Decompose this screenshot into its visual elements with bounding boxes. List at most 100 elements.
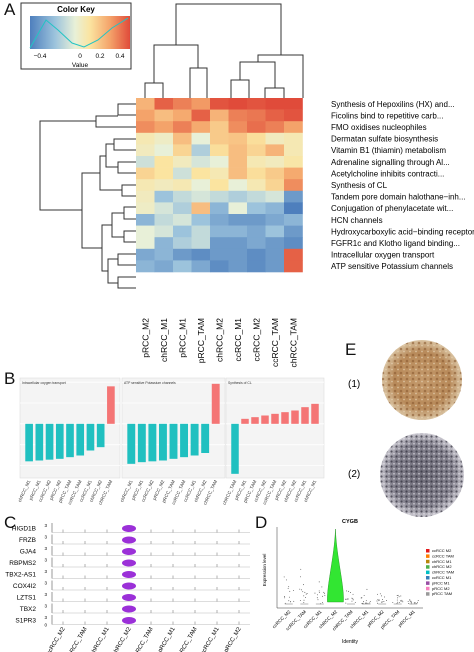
cygb-point: [287, 587, 289, 589]
heatmap-cell: [154, 109, 174, 122]
bar-chart-atp-potassium: ATP sensitive Potassium channelschRCC_M1…: [119, 377, 226, 506]
heatmap-cell: [136, 121, 155, 134]
heatmap-cell: [247, 121, 266, 134]
violin-ytick: 3: [44, 604, 47, 609]
cygb-point: [407, 600, 409, 602]
heatmap-cell: [173, 202, 192, 215]
heatmap-cell: [284, 190, 303, 203]
cygb-point: [352, 599, 354, 601]
bar: [281, 412, 289, 424]
heatmap-cell: [247, 248, 266, 261]
heatmap-column-label: chRCC_TAM: [288, 318, 298, 367]
cygb-point: [345, 598, 347, 600]
cygb-point: [284, 596, 286, 597]
heatmap-cell: [136, 237, 155, 250]
cygb-point: [369, 600, 371, 602]
bar: [45, 423, 54, 460]
cygb-point: [300, 576, 302, 578]
heatmap-cell: [136, 167, 155, 180]
heatmap-cell: [191, 214, 211, 226]
heatmap-cell: [154, 214, 174, 226]
violin-gene-label: FRZB: [19, 537, 36, 544]
heatmap-cell: [136, 144, 155, 157]
heatmap-cell: [210, 202, 229, 215]
violin-shape: [122, 536, 136, 544]
cygb-point: [381, 601, 383, 603]
cygb-legend-label: chRCC TAM: [432, 570, 454, 575]
heatmap-cell: [154, 225, 174, 238]
bar: [86, 423, 95, 451]
cygb-point: [396, 595, 398, 596]
heatmap-cell: [191, 167, 211, 180]
cygb-point: [323, 591, 325, 593]
cygb-legend-swatch: [426, 581, 430, 585]
heatmap-cell: [173, 214, 192, 226]
cygb-point: [305, 597, 306, 599]
violin-gene-label: LZTS1: [16, 595, 36, 602]
cygb-point: [361, 603, 363, 605]
heatmap-cell: [210, 132, 229, 145]
heatmap-row-label: Acetylcholine inhibits contracti...: [331, 169, 444, 178]
bar: [231, 423, 239, 474]
bar-chart-title: Synthesis of CL: [228, 381, 252, 385]
heatmap-cell: [247, 190, 266, 203]
violin-group-label: chRCC_M1: [90, 626, 111, 652]
violin-shape: [122, 617, 136, 624]
bar: [158, 423, 167, 461]
heatmap-cell: [136, 214, 155, 226]
cygb-point: [289, 590, 291, 592]
cygb-point: [303, 602, 305, 604]
cygb-point: [350, 592, 351, 593]
heatmap-row-label: Intracellular oxygen transport: [331, 251, 435, 260]
cygb-legend-label: ccRCC M1: [432, 575, 452, 580]
heatmap-cell: [265, 121, 285, 134]
heatmap-cell: [191, 98, 211, 110]
cygb-point: [401, 600, 403, 602]
color-key-tick-2: 0.2: [95, 53, 104, 60]
heatmap-cell: [247, 167, 266, 180]
heatmap-cell: [154, 179, 174, 192]
violin-ytick: 3: [44, 546, 47, 551]
cygb-point: [305, 593, 307, 595]
heatmap-cell: [228, 214, 248, 226]
cygb-point: [352, 598, 354, 600]
cygb-title: CYGB: [342, 519, 358, 525]
violin-ytick: 3: [44, 581, 47, 586]
cygb-point: [299, 599, 301, 601]
bar: [211, 383, 220, 424]
bar: [201, 423, 210, 453]
violin-group-label: pRCC_TAM: [178, 627, 199, 652]
panel-label-e: E: [345, 340, 357, 359]
cygb-point: [378, 600, 380, 602]
heatmap-cell: [210, 214, 229, 226]
ihc-images: (1) (2): [348, 340, 464, 517]
cygb-point: [348, 590, 349, 592]
panel-label-d: D: [255, 513, 268, 532]
panel-label-b: B: [4, 369, 16, 388]
cygb-point: [351, 600, 353, 602]
violin-ytick-zero: 0: [44, 623, 47, 628]
color-key-tick-3: 0.4: [115, 53, 124, 60]
cygb-legend-label: pRCC M1: [432, 580, 450, 585]
cygb-point: [383, 601, 385, 602]
heatmap-cell: [154, 144, 174, 157]
cygb-point: [392, 602, 394, 603]
cygb-point: [299, 588, 301, 590]
heatmap-cell: [265, 225, 285, 238]
heatmap-figure: Color Key −0.4 0 0.2 0.4 Value: [20, 2, 474, 367]
heatmap-cell: [173, 156, 192, 168]
cygb-point: [290, 601, 292, 603]
color-key-density-line: [29, 17, 129, 49]
heatmap-cell: [154, 156, 174, 168]
cygb-legend-label: chRCC M2: [432, 564, 452, 569]
heatmap-column-label: chRCC_M2: [214, 318, 224, 362]
heatmap-row-label: Hydroxycarboxylic acid−binding receptors: [331, 227, 474, 236]
violin-gene-label: TBX2-AS1: [5, 572, 36, 579]
cygb-point: [302, 591, 304, 593]
bar: [301, 407, 309, 424]
heatmap-row-label: Dermatan sulfate biosynthesis: [331, 135, 438, 144]
cygb-point: [284, 597, 286, 599]
cygb-legend-label: pRCC M2: [432, 586, 450, 591]
cygb-point: [324, 594, 326, 596]
heatmap-cell: [228, 132, 248, 145]
